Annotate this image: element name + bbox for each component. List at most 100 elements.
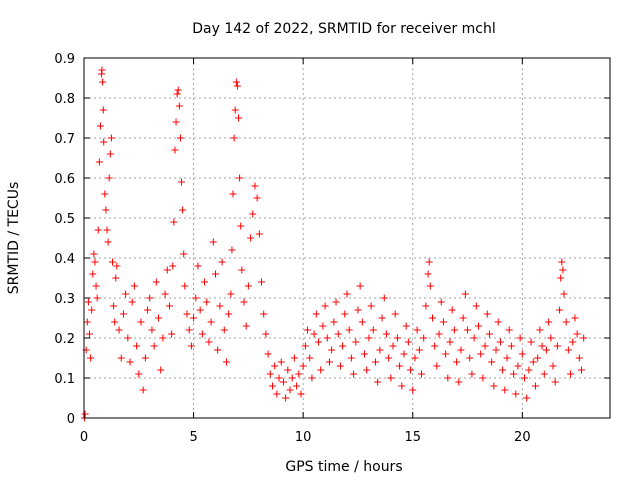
data-point xyxy=(479,374,487,382)
data-point xyxy=(106,150,114,158)
data-point xyxy=(205,338,213,346)
data-point xyxy=(178,178,186,186)
data-point xyxy=(231,106,239,114)
data-point xyxy=(119,310,127,318)
data-point xyxy=(172,118,180,126)
data-point xyxy=(369,326,377,334)
data-point xyxy=(527,338,535,346)
data-point xyxy=(490,382,498,390)
data-point xyxy=(84,298,92,306)
data-point xyxy=(424,270,432,278)
data-point xyxy=(170,218,178,226)
data-point xyxy=(330,318,338,326)
data-point xyxy=(492,346,500,354)
data-point xyxy=(157,366,165,374)
data-point xyxy=(81,410,89,418)
data-point xyxy=(415,346,423,354)
data-point xyxy=(310,330,318,338)
data-point xyxy=(499,366,507,374)
x-tick-label: 15 xyxy=(404,430,421,445)
data-point xyxy=(404,338,412,346)
data-point xyxy=(507,342,515,350)
data-point xyxy=(304,326,312,334)
data-point xyxy=(385,354,393,362)
data-point xyxy=(126,358,134,366)
data-point xyxy=(425,258,433,266)
data-point xyxy=(363,366,371,374)
data-point xyxy=(128,298,136,306)
data-point xyxy=(547,334,555,342)
data-point xyxy=(135,370,143,378)
data-point xyxy=(529,358,537,366)
data-point xyxy=(264,350,272,358)
data-point xyxy=(477,350,485,358)
data-point xyxy=(380,294,388,302)
data-point xyxy=(299,362,307,370)
data-point xyxy=(466,354,474,362)
data-point xyxy=(212,270,219,278)
data-point xyxy=(334,330,342,338)
data-point xyxy=(124,334,132,342)
data-point xyxy=(439,318,447,326)
data-point xyxy=(159,334,167,342)
data-point xyxy=(95,158,103,166)
x-axis-label: GPS time / hours xyxy=(285,459,402,475)
data-point xyxy=(343,290,351,298)
y-tick-label: 0 xyxy=(67,412,75,427)
data-point xyxy=(534,354,542,362)
x-tick-label: 20 xyxy=(514,430,531,445)
data-point xyxy=(161,290,169,298)
data-point xyxy=(455,378,463,386)
data-point xyxy=(293,382,301,390)
data-point xyxy=(240,298,248,306)
data-point xyxy=(453,358,461,366)
data-point xyxy=(99,106,107,114)
data-point xyxy=(146,294,154,302)
data-point xyxy=(244,282,252,290)
data-point xyxy=(569,338,577,346)
data-point xyxy=(367,302,375,310)
data-point xyxy=(396,362,404,370)
data-point xyxy=(99,78,107,86)
data-point xyxy=(255,230,263,238)
data-point xyxy=(312,310,320,318)
data-point xyxy=(88,306,96,314)
data-point xyxy=(148,326,156,334)
data-point xyxy=(518,350,526,358)
data-point xyxy=(422,302,430,310)
data-point xyxy=(315,338,323,346)
data-point xyxy=(220,326,228,334)
data-point xyxy=(179,206,187,214)
data-point xyxy=(361,350,369,358)
data-point xyxy=(444,374,452,382)
data-point xyxy=(152,278,160,286)
data-point xyxy=(450,326,458,334)
data-point xyxy=(496,338,504,346)
data-point xyxy=(163,266,171,274)
data-point xyxy=(336,362,344,370)
plot-frame xyxy=(83,57,611,419)
data-point xyxy=(510,370,518,378)
data-point xyxy=(505,326,513,334)
data-point xyxy=(130,282,138,290)
x-tick-label: 0 xyxy=(80,430,88,445)
data-point xyxy=(103,226,111,234)
data-point xyxy=(459,314,467,322)
data-point xyxy=(175,102,183,110)
data-point xyxy=(549,362,557,370)
data-point xyxy=(111,318,119,326)
data-point xyxy=(488,358,496,366)
data-point xyxy=(277,358,285,366)
data-point xyxy=(516,334,524,342)
data-point xyxy=(100,138,108,146)
data-point xyxy=(258,278,266,286)
data-point xyxy=(350,370,358,378)
data-point xyxy=(271,362,279,370)
data-point xyxy=(339,342,347,350)
data-point xyxy=(457,346,465,354)
data-point xyxy=(389,342,397,350)
data-point xyxy=(356,282,364,290)
data-point xyxy=(323,334,331,342)
data-point xyxy=(545,318,553,326)
data-point xyxy=(319,322,327,330)
